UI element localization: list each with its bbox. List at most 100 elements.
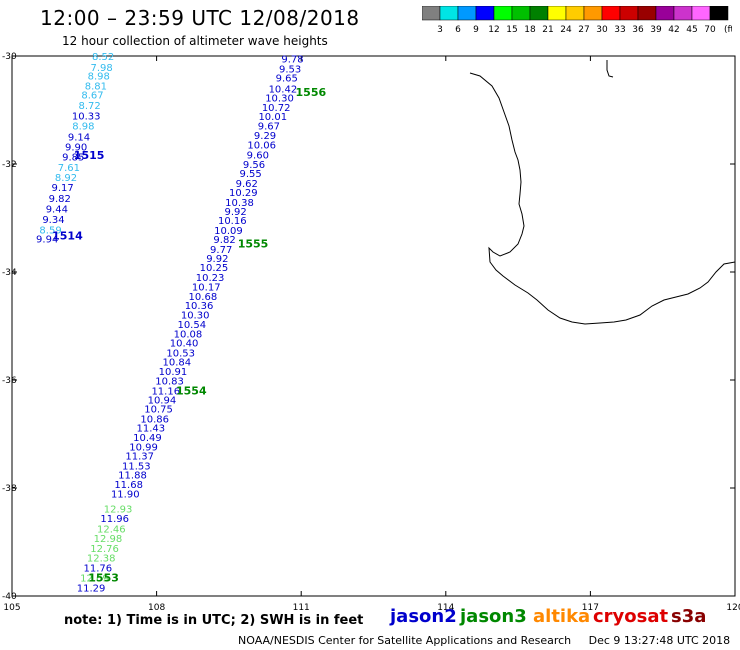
island-coastline (606, 60, 614, 78)
pass-number-label: 1553 (88, 572, 119, 585)
swh-value: 9.92 (225, 207, 247, 218)
swh-value: 12.93 (104, 505, 133, 516)
colorbar-swatch (709, 6, 729, 21)
swh-value: 12.46 (97, 525, 126, 536)
colorbar-label: 45 (686, 25, 697, 35)
swh-value: 11.88 (118, 471, 147, 482)
colorbar-label: 12 (488, 25, 499, 35)
swh-value: 8.67 (81, 90, 103, 101)
swh-value: 9.65 (276, 74, 298, 85)
australia-coastline (469, 72, 736, 325)
swh-value: 10.49 (133, 433, 162, 444)
swh-value: 9.82 (49, 194, 71, 205)
swh-value: 12.98 (94, 534, 123, 545)
colorbar-label: 18 (524, 25, 536, 35)
swh-value: 8.98 (88, 71, 110, 82)
swh-value: 10.08 (174, 330, 203, 341)
swh-value: 12.69 (80, 574, 109, 585)
y-tick-label: -38 (2, 484, 17, 494)
swh-value: 9.77 (210, 245, 232, 256)
swh-value: 9.62 (236, 179, 258, 190)
swh-value: 8.72 (78, 101, 100, 112)
jason2-track: 9.789.539.6510.4210.3010.7210.019.679.29… (111, 55, 304, 501)
swh-value: 10.25 (200, 263, 229, 274)
y-tick-label: -36 (2, 376, 17, 386)
x-tick-label: 120 (726, 603, 740, 613)
swh-value: 9.94 (36, 235, 58, 246)
swh-value: 10.68 (189, 292, 218, 303)
swh-value: 11.16 (151, 386, 180, 397)
legend-s3a: s3a (671, 606, 707, 627)
colorbar-label: 15 (506, 25, 517, 35)
swh-value: 10.42 (269, 84, 298, 95)
colorbar-label: 27 (578, 25, 589, 35)
swh-value: 11.53 (122, 461, 151, 472)
swh-value: 10.33 (72, 111, 101, 122)
swh-value: 11.43 (136, 424, 165, 435)
swh-value: 10.72 (262, 103, 291, 114)
colorbar-label: 39 (650, 25, 662, 35)
swh-value: 9.44 (46, 204, 68, 215)
colorbar-unit: (ft) (724, 25, 732, 35)
legend-jason3: jason3 (460, 606, 527, 627)
swh-value: 10.16 (218, 216, 247, 227)
y-tick-label: -34 (2, 268, 17, 278)
swh-value: 8.92 (55, 173, 77, 184)
colorbar-label: 9 (473, 25, 479, 35)
swh-value: 10.54 (177, 320, 206, 331)
y-tick-label: -32 (2, 160, 17, 170)
colorbar-label: 30 (596, 25, 608, 35)
swh-value: 10.75 (144, 405, 173, 416)
swh-value: 10.17 (192, 283, 221, 294)
swh-value: 9.85 (62, 152, 84, 163)
legend-altika: altika (533, 606, 591, 627)
swh-value: 11.68 (114, 480, 143, 491)
swh-value: 11.29 (77, 583, 106, 594)
legend-cryosat: cryosat (593, 606, 669, 627)
swh-value: 9.29 (254, 131, 276, 142)
swh-value: 9.60 (247, 150, 269, 161)
swh-value: 10.01 (258, 112, 287, 123)
footer-credit: NOAA/NESDIS Center for Satellite Applica… (238, 634, 730, 647)
timestamp-text: Dec 9 13:27:48 UTC 2018 (588, 634, 731, 647)
swh-value: 10.91 (159, 367, 188, 378)
swh-value: 10.29 (229, 188, 258, 199)
swh-value: 11.96 (100, 514, 129, 525)
x-tick-label: 111 (293, 603, 310, 613)
pass-number-label: 1555 (238, 237, 269, 250)
pass-number-label: 1515 (74, 149, 105, 162)
colorbar-label: 33 (614, 25, 625, 35)
swh-value: 10.40 (170, 339, 199, 350)
x-tick-label: 105 (3, 603, 20, 613)
jason2-track: 8.527.988.988.818.678.7210.338.989.149.9… (62, 52, 114, 163)
swh-value: 9.82 (213, 235, 235, 246)
colorbar-label: 21 (542, 25, 553, 35)
swh-value: 10.06 (247, 141, 276, 152)
swh-value: 9.67 (258, 122, 280, 133)
y-tick-label: -40 (2, 592, 17, 602)
swh-value: 9.55 (239, 169, 261, 180)
colorbar-label: 70 (704, 25, 716, 35)
map-title: 12:00 – 23:59 UTC 12/08/2018 (40, 6, 360, 30)
x-tick-label: 108 (148, 603, 165, 613)
swh-value: 11.76 (83, 563, 112, 574)
axis-ticks: 105 108 111 114 117 120 -30 -32 -34 -36 -38 -40 (2, 52, 740, 613)
colorbar-label: 24 (560, 25, 572, 35)
swh-value: 8.59 (39, 225, 61, 236)
swh-value: 11.90 (111, 489, 140, 500)
swh-value: 10.99 (129, 442, 158, 453)
swh-value: 11.37 (125, 452, 154, 463)
swh-value: 12.76 (90, 544, 119, 555)
swh-value: 12.38 (87, 554, 116, 565)
swh-value: 9.90 (65, 143, 87, 154)
footer-note: note: 1) Time is in UTC; 2) SWH is in fe… (64, 613, 364, 628)
swh-value: 10.30 (181, 311, 210, 322)
swh-value: 10.38 (225, 198, 254, 209)
swh-value: 9.34 (42, 215, 64, 226)
swh-value: 9.17 (51, 183, 73, 194)
swh-value: 7.98 (91, 63, 113, 74)
swh-value: 8.52 (92, 52, 114, 63)
swh-value: 9.78 (281, 55, 303, 66)
